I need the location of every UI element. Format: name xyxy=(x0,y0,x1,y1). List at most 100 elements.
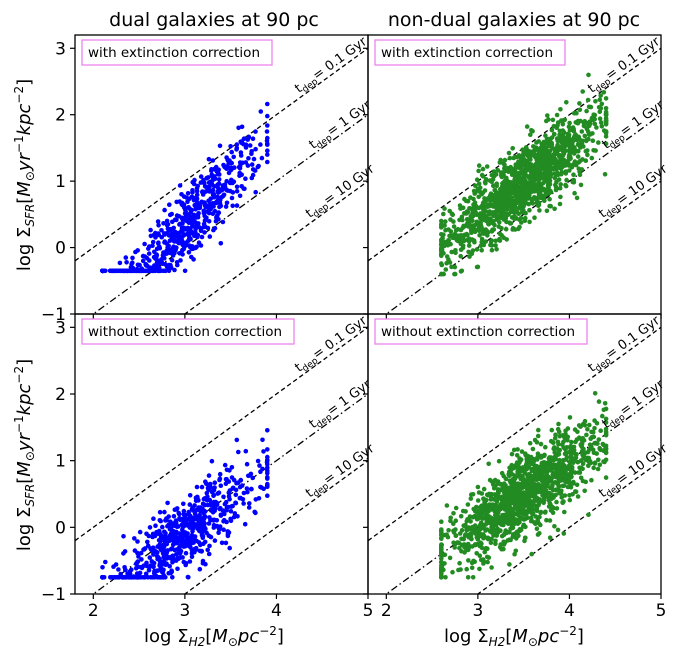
data-point xyxy=(478,504,483,510)
data-point xyxy=(479,248,485,253)
data-point xyxy=(489,238,494,243)
data-point xyxy=(217,471,223,477)
data-point xyxy=(580,436,586,441)
data-point xyxy=(164,263,169,268)
data-point xyxy=(520,481,526,486)
data-point xyxy=(236,125,241,131)
data-point xyxy=(521,178,527,183)
data-point xyxy=(474,509,480,515)
data-point xyxy=(489,530,495,535)
data-point xyxy=(477,233,482,238)
data-point xyxy=(178,258,183,263)
data-point xyxy=(453,518,459,523)
data-point xyxy=(547,535,553,540)
data-point xyxy=(566,148,572,153)
data-point xyxy=(549,127,555,133)
data-point xyxy=(253,129,258,134)
tdep-line-1 xyxy=(368,326,661,542)
data-point xyxy=(561,144,566,149)
data-point xyxy=(439,551,444,557)
data-point xyxy=(192,503,197,508)
data-point xyxy=(551,446,556,452)
data-point xyxy=(137,268,142,274)
y-tick-label: −1 xyxy=(41,585,66,605)
data-point xyxy=(603,111,609,117)
data-point xyxy=(528,132,533,137)
data-point xyxy=(544,469,549,475)
data-point xyxy=(489,536,494,542)
data-point xyxy=(468,213,474,219)
data-point xyxy=(523,200,528,205)
data-point xyxy=(506,180,511,185)
data-point xyxy=(237,484,243,490)
data-point xyxy=(186,516,192,521)
data-point xyxy=(177,251,182,256)
data-point xyxy=(527,440,533,446)
data-point xyxy=(585,152,590,158)
data-point xyxy=(118,571,123,577)
data-point xyxy=(534,140,539,145)
data-point xyxy=(223,540,229,546)
data-point xyxy=(465,502,471,507)
data-point xyxy=(180,555,185,560)
data-point xyxy=(493,209,498,215)
data-point xyxy=(567,120,572,126)
data-point xyxy=(224,476,229,482)
data-point xyxy=(198,174,204,179)
data-point xyxy=(493,238,499,244)
data-point xyxy=(200,558,206,564)
data-point xyxy=(176,233,182,239)
data-point xyxy=(257,463,262,468)
data-point xyxy=(523,215,528,221)
data-point xyxy=(493,511,498,517)
y-tick-label: 3 xyxy=(55,39,66,59)
data-point xyxy=(459,528,465,533)
data-point xyxy=(200,523,206,529)
data-point xyxy=(569,474,574,480)
data-point xyxy=(206,210,212,216)
data-point xyxy=(565,142,571,147)
data-point xyxy=(488,515,494,521)
data-point xyxy=(464,518,470,524)
data-point xyxy=(518,215,524,221)
data-point xyxy=(174,506,180,511)
data-point xyxy=(144,560,149,566)
data-point xyxy=(481,559,487,564)
data-point xyxy=(143,571,149,577)
data-point xyxy=(485,559,490,565)
data-point xyxy=(596,140,601,145)
data-point xyxy=(469,565,475,571)
data-point xyxy=(442,552,448,558)
data-point xyxy=(556,421,561,427)
data-point xyxy=(552,159,557,164)
y-tick-label: 3 xyxy=(55,318,66,338)
data-point xyxy=(534,170,539,176)
data-point xyxy=(582,133,588,139)
data-point xyxy=(561,158,566,164)
data-point xyxy=(453,533,459,538)
data-point xyxy=(553,492,558,498)
data-point xyxy=(533,161,539,167)
data-point xyxy=(246,505,252,510)
data-point xyxy=(470,575,476,580)
data-point xyxy=(479,491,485,496)
data-point xyxy=(537,489,543,495)
tdep-label-2: tdep= 1 Gyr xyxy=(600,97,669,154)
annotation-box: with extinction correction xyxy=(81,39,273,66)
data-point xyxy=(456,540,462,546)
data-point xyxy=(596,105,602,110)
data-point xyxy=(219,540,225,546)
data-point xyxy=(478,243,484,248)
data-point xyxy=(215,194,220,200)
data-point xyxy=(229,465,235,470)
data-point xyxy=(137,570,143,576)
data-point xyxy=(459,536,464,542)
data-point xyxy=(247,143,253,148)
data-point xyxy=(524,459,530,464)
data-point xyxy=(261,449,266,454)
data-point xyxy=(265,159,270,165)
data-point xyxy=(527,219,532,225)
data-point xyxy=(127,575,132,580)
data-point xyxy=(534,526,540,531)
data-point xyxy=(201,508,207,514)
